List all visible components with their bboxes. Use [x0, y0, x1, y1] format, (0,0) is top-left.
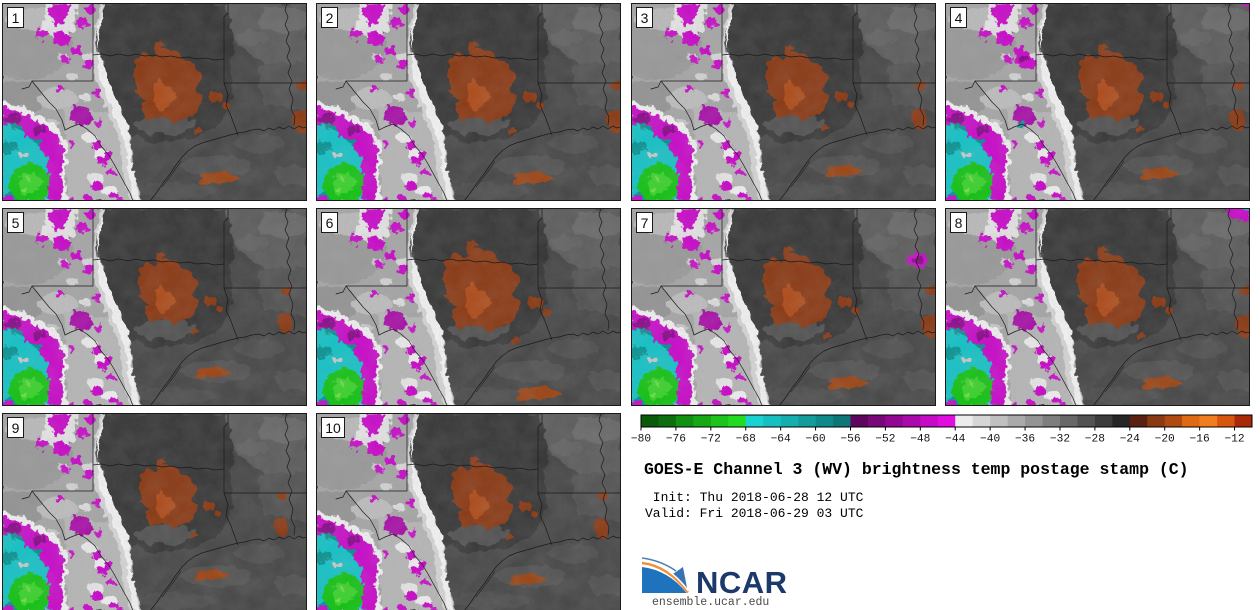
svg-text:−32: −32: [1050, 434, 1070, 446]
svg-text:−52: −52: [875, 434, 895, 446]
svg-text:−40: −40: [980, 434, 1000, 446]
svg-text:1: 1: [12, 10, 20, 26]
svg-text:−68: −68: [736, 434, 756, 446]
svg-text:8: 8: [955, 215, 963, 231]
svg-text:−12: −12: [1224, 434, 1244, 446]
svg-text:−56: −56: [840, 434, 860, 446]
svg-text:4: 4: [955, 10, 963, 26]
svg-text:10: 10: [325, 420, 341, 436]
svg-text:−60: −60: [805, 434, 825, 446]
svg-text:3: 3: [641, 10, 649, 26]
svg-text:−80: −80: [631, 434, 651, 446]
svg-text:−44: −44: [945, 434, 965, 446]
svg-text:−76: −76: [666, 434, 686, 446]
svg-text:−16: −16: [1190, 434, 1210, 446]
svg-text:6: 6: [326, 215, 334, 231]
svg-text:−48: −48: [910, 434, 930, 446]
svg-text:NCAR: NCAR: [696, 565, 788, 597]
svg-text:−24: −24: [1120, 434, 1140, 446]
svg-text:5: 5: [12, 215, 20, 231]
svg-text:7: 7: [641, 215, 649, 231]
svg-text:9: 9: [12, 420, 20, 436]
svg-text:2: 2: [326, 10, 334, 26]
svg-text:−36: −36: [1015, 434, 1035, 446]
svg-text:−20: −20: [1155, 434, 1175, 446]
svg-text:−64: −64: [771, 434, 791, 446]
svg-text:−28: −28: [1085, 434, 1105, 446]
svg-text:−72: −72: [701, 434, 721, 446]
